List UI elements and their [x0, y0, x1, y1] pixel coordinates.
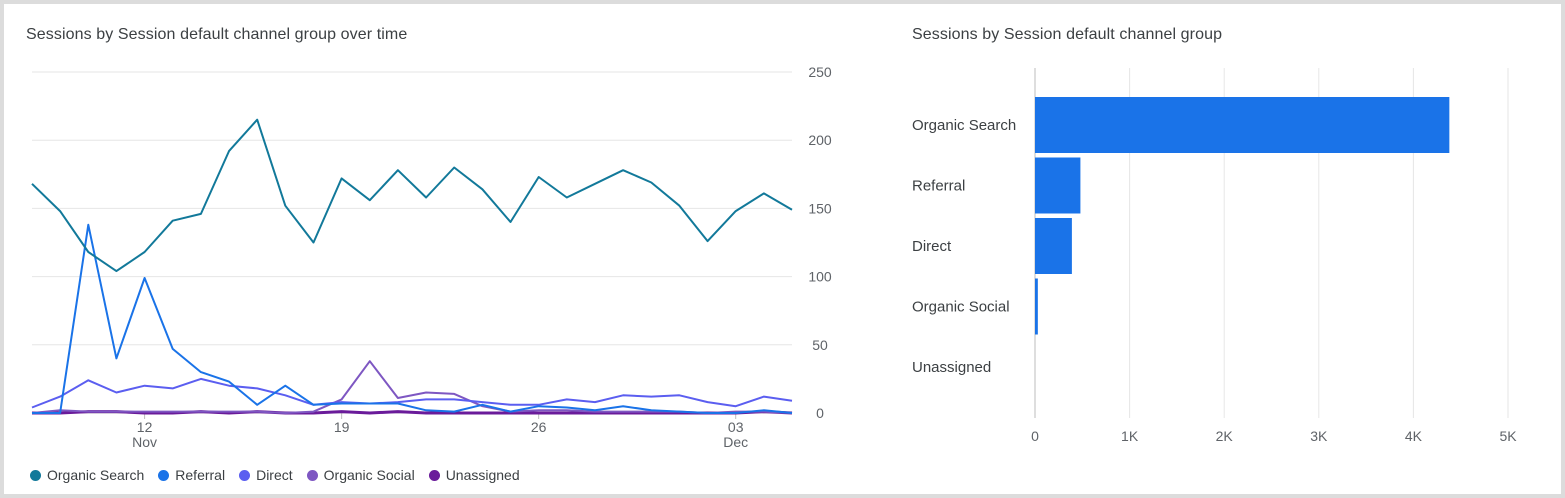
bar-organic-social	[1035, 278, 1038, 335]
legend-label: Unassigned	[445, 467, 520, 483]
bar-referral	[1035, 157, 1081, 214]
x-tick-label: 0	[1031, 428, 1039, 444]
legend-swatch	[239, 469, 251, 481]
x-tick-label: 4K	[1405, 428, 1423, 444]
legend-swatch	[428, 469, 440, 481]
bar-direct	[1035, 218, 1072, 274]
legend-swatch	[158, 469, 170, 481]
category-label: Organic Social	[912, 299, 1010, 316]
legend-item-direct[interactable]: Direct	[239, 467, 293, 483]
legend-item-referral[interactable]: Referral	[158, 467, 225, 483]
x-tick-label: 5K	[1499, 428, 1517, 444]
category-label: Direct	[912, 238, 952, 255]
legend-swatch	[30, 469, 41, 481]
x-tick-label: 26	[531, 419, 547, 435]
series-line-unassigned	[32, 410, 793, 415]
x-tick-label: 3K	[1310, 428, 1328, 444]
series-line-organic-search	[31, 118, 793, 273]
y-tick-label: 250	[808, 64, 832, 80]
legend-label: Direct	[256, 467, 293, 483]
legend-label: Organic Search	[47, 467, 145, 483]
x-tick-label: 03	[728, 419, 744, 435]
line-chart-legend: Organic Search Referral Direct Organic Soci…	[30, 467, 520, 483]
category-label: Organic Search	[912, 117, 1016, 134]
bar-organic-search	[1035, 97, 1450, 153]
x-tick-sublabel: Nov	[132, 434, 157, 450]
category-label: Unassigned	[912, 359, 991, 376]
legend-label: Organic Social	[323, 467, 415, 483]
legend-label: Referral	[175, 467, 226, 483]
category-label: Referral	[912, 178, 965, 195]
series-line-referral	[32, 223, 793, 414]
legend-item-unassigned[interactable]: Unassigned	[428, 467, 520, 483]
legend-item-organic-social[interactable]: Organic Social	[306, 467, 415, 483]
x-tick-label: 1K	[1121, 428, 1139, 444]
x-tick-label: 19	[334, 419, 350, 435]
y-tick-label: 200	[808, 132, 832, 148]
bar-chart-title: Sessions by Session default channel grou…	[912, 26, 1223, 43]
y-tick-label: 100	[808, 269, 832, 285]
series-line-direct	[31, 377, 793, 409]
y-tick-label: 150	[808, 200, 832, 216]
y-tick-label: 50	[812, 337, 828, 353]
x-tick-label: 2K	[1216, 428, 1234, 444]
y-tick-label: 0	[816, 405, 824, 421]
x-tick-label: 12	[137, 419, 153, 435]
line-chart-title: Sessions by Session default channel grou…	[26, 26, 408, 43]
legend-swatch	[306, 469, 318, 481]
legend-item-organic-search[interactable]: Organic Search	[30, 467, 144, 483]
x-tick-sublabel: Dec	[723, 434, 748, 450]
